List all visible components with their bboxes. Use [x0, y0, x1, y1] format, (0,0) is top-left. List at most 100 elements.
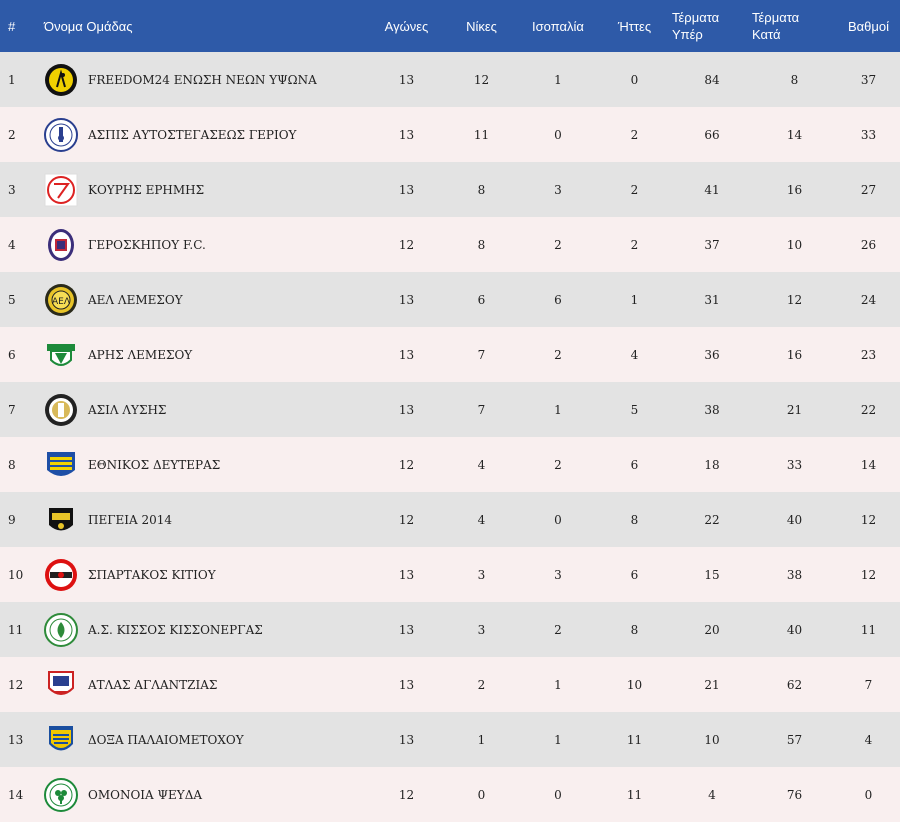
- spartakos-crest-icon: [44, 558, 78, 592]
- table-row[interactable]: 6 ΑΡΗΣ ΛΕΜΕΣΟΥ 13 7 2 4 36 16 23: [0, 327, 900, 382]
- team-name-link[interactable]: ΑΣΠΙΣ ΑΥΤΟΣΤΕΓΑΣΕΩΣ ΓΕΡΙΟΥ: [88, 127, 297, 142]
- atlas-crest-icon: [44, 668, 78, 702]
- goals-for-cell: 38: [704, 402, 720, 417]
- goals-for-cell: 41: [704, 182, 720, 197]
- draws-cell: 1: [554, 677, 562, 692]
- table-row[interactable]: 5 ΑΕΛ ΑΕΛ ΛΕΜΕΣΟΥ 13 6 6 1 31 12 24: [0, 272, 900, 327]
- table-row[interactable]: 1 FREEDOM24 ΕΝΩΣΗ ΝΕΩΝ ΥΨΩΝΑ 13 12 1 0 84 8 37: [0, 52, 900, 107]
- table-row[interactable]: 11 Α.Σ. ΚΙΣΣΟΣ ΚΙΣΣΟΝΕΡΓΑΣ 13 3 2 8 20 40 11: [0, 602, 900, 657]
- played-cell: 13: [398, 677, 415, 692]
- geroskipou-crest-icon: [44, 228, 78, 262]
- rank-cell: 8: [8, 457, 16, 472]
- svg-text:ΑΕΛ: ΑΕΛ: [52, 297, 71, 307]
- goals-for-cell: 4: [708, 787, 716, 802]
- goals-for-cell: 22: [704, 512, 720, 527]
- goals-against-cell: 16: [786, 347, 803, 362]
- goals-for-cell: 10: [704, 732, 720, 747]
- points-cell: 23: [860, 347, 877, 362]
- team-name-link[interactable]: ΕΘΝΙΚΟΣ ΔΕΥΤΕΡΑΣ: [88, 457, 221, 472]
- rank-cell: 3: [8, 182, 16, 197]
- wins-cell: 3: [477, 567, 486, 582]
- team-name-link[interactable]: ΑΕΛ ΛΕΜΕΣΟΥ: [88, 292, 183, 307]
- table-row[interactable]: 4 ΓΕΡΟΣΚΗΠΟΥ F.C. 12 8 2 2 37 10 26: [0, 217, 900, 272]
- table-row[interactable]: 9 ΠΕΓΕΙΑ 2014 12 4 0 8 22 40 12: [0, 492, 900, 547]
- kissos-crest-icon: [44, 612, 78, 647]
- played-cell: 13: [398, 292, 415, 307]
- points-cell: 11: [860, 622, 877, 637]
- team-cell: Α.Σ. ΚΙΣΣΟΣ ΚΙΣΣΟΝΕΡΓΑΣ: [44, 602, 369, 657]
- goals-against-cell: 38: [786, 567, 803, 582]
- wins-cell: 6: [477, 292, 486, 307]
- team-name-link[interactable]: Α.Σ. ΚΙΣΣΟΣ ΚΙΣΣΟΝΕΡΓΑΣ: [88, 622, 263, 637]
- draws-cell: 2: [554, 457, 562, 472]
- draws-cell: 0: [554, 512, 562, 527]
- table-row[interactable]: 10 ΣΠΑΡΤΑΚΟΣ ΚΙΤΙΟΥ 13 3 3 6 15 38 12: [0, 547, 900, 602]
- team-name-link[interactable]: ΑΤΛΑΣ ΑΓΛΑΝΤΖΙΑΣ: [88, 677, 218, 692]
- team-name-link[interactable]: ΚΟΥΡΗΣ ΕΡΗΜΗΣ: [88, 182, 205, 197]
- draws-cell: 3: [554, 567, 562, 582]
- goals-against-header[interactable]: Τέρματα Κατά: [752, 0, 837, 52]
- goals-against-header-line1: Τέρματα: [752, 10, 800, 25]
- team-name-link[interactable]: ΑΣΙΛ ΛΥΣΗΣ: [88, 402, 167, 417]
- kouris-crest-icon: [44, 173, 78, 207]
- goals-against-cell: 40: [786, 622, 803, 637]
- team-name-link[interactable]: ΑΡΗΣ ΛΕΜΕΣΟΥ: [88, 347, 193, 362]
- goals-against-cell: 16: [786, 182, 803, 197]
- wins-cell: 11: [473, 127, 490, 142]
- goals-for-cell: 84: [704, 72, 720, 87]
- draws-header[interactable]: Ισοπαλία: [532, 18, 584, 34]
- losses-cell: 8: [630, 512, 639, 527]
- losses-cell: 4: [630, 347, 639, 362]
- played-header[interactable]: Αγώνες: [384, 18, 429, 34]
- points-cell: 12: [860, 567, 877, 582]
- team-name-link[interactable]: ΣΠΑΡΤΑΚΟΣ ΚΙΤΙΟΥ: [88, 567, 216, 582]
- losses-cell: 6: [630, 567, 639, 582]
- asil-crest-icon: [44, 393, 78, 427]
- rank-cell: 14: [8, 787, 24, 802]
- team-name-link[interactable]: ΓΕΡΟΣΚΗΠΟΥ F.C.: [88, 237, 206, 252]
- table-row[interactable]: 14 ΟΜΟΝΟΙΑ ΨΕΥΔΑ 12 0 0 11 4 76 0: [0, 767, 900, 822]
- table-row[interactable]: 13 ΔΟΞΑ ΠΑΛΑΙΟΜΕΤΟΧΟΥ 13 1 1 11 10 57 4: [0, 712, 900, 767]
- team-name-link[interactable]: ΟΜΟΝΟΙΑ ΨΕΥΔΑ: [88, 787, 203, 802]
- losses-cell: 11: [626, 732, 643, 747]
- aspis-crest-icon: [44, 117, 78, 152]
- draws-cell: 1: [554, 402, 562, 417]
- aris-crest-icon: [44, 338, 78, 372]
- goals-for-header-line1: Τέρματα: [672, 10, 720, 25]
- wins-cell: 0: [477, 787, 486, 802]
- played-cell: 12: [398, 237, 415, 252]
- points-cell: 33: [860, 127, 877, 142]
- table-row[interactable]: 8 ΕΘΝΙΚΟΣ ΔΕΥΤΕΡΑΣ 12 4 2 6 18 33 14: [0, 437, 900, 492]
- goals-against-cell: 33: [786, 457, 803, 472]
- team-cell: ΔΟΞΑ ΠΑΛΑΙΟΜΕΤΟΧΟΥ: [44, 712, 369, 767]
- losses-cell: 1: [630, 292, 639, 307]
- losses-header[interactable]: Ήττες: [617, 18, 652, 34]
- points-cell: 14: [860, 457, 877, 472]
- losses-cell: 6: [630, 457, 639, 472]
- rank-header[interactable]: #: [8, 18, 16, 34]
- team-name-link[interactable]: FREEDOM24 ΕΝΩΣΗ ΝΕΩΝ ΥΨΩΝΑ: [88, 72, 317, 87]
- wins-cell: 4: [477, 512, 486, 527]
- team-cell: ΑΣΙΛ ΛΥΣΗΣ: [44, 382, 369, 437]
- team-name-link[interactable]: ΔΟΞΑ ΠΑΛΑΙΟΜΕΤΟΧΟΥ: [88, 732, 244, 747]
- table-row[interactable]: 2 ΑΣΠΙΣ ΑΥΤΟΣΤΕΓΑΣΕΩΣ ΓΕΡΙΟΥ 13 11 0 2 66 14 33: [0, 107, 900, 162]
- wins-header[interactable]: Νίκες: [466, 18, 497, 34]
- draws-cell: 6: [554, 292, 562, 307]
- pegeia-crest-icon: [44, 503, 78, 537]
- team-name-link[interactable]: ΠΕΓΕΙΑ 2014: [88, 512, 173, 527]
- goals-for-cell: 37: [704, 237, 720, 252]
- points-cell: 12: [860, 512, 877, 527]
- team-name-header[interactable]: Όνομα Ομάδας: [44, 18, 133, 34]
- draws-cell: 1: [554, 72, 562, 87]
- points-header[interactable]: Βαθμοί: [847, 18, 890, 34]
- losses-cell: 2: [630, 127, 639, 142]
- goals-for-header[interactable]: Τέρματα Υπέρ: [672, 0, 752, 52]
- draws-cell: 1: [554, 732, 562, 747]
- points-cell: 37: [860, 72, 877, 87]
- table-row[interactable]: 7 ΑΣΙΛ ΛΥΣΗΣ 13 7 1 5 38 21 22: [0, 382, 900, 437]
- team-cell: ΠΕΓΕΙΑ 2014: [44, 492, 369, 547]
- rank-cell: 4: [8, 237, 16, 252]
- table-row[interactable]: 12 ΑΤΛΑΣ ΑΓΛΑΝΤΖΙΑΣ 13 2 1 10 21 62 7: [0, 657, 900, 712]
- table-row[interactable]: 3 ΚΟΥΡΗΣ ΕΡΗΜΗΣ 13 8 3 2 41 16 27: [0, 162, 900, 217]
- played-cell: 13: [398, 127, 415, 142]
